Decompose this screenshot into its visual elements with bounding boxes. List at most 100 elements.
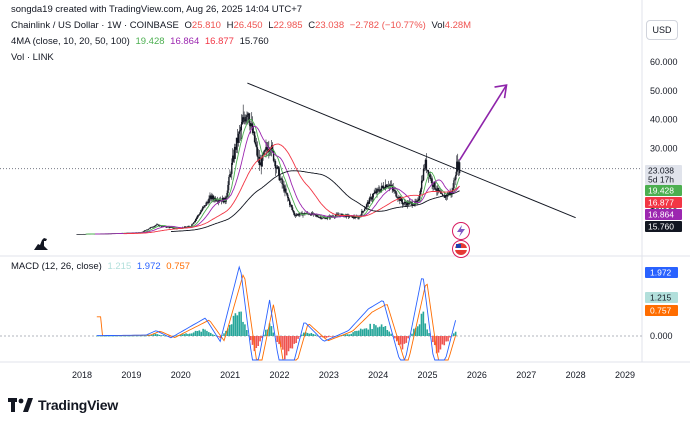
price-axis-badge-label: 19.428 [648,186,674,196]
price-candle [426,169,429,171]
symbol-title[interactable]: Chainlink / US Dollar · 1W · COINBASE [11,20,179,31]
price-candle [167,226,169,228]
price-candle [365,204,368,208]
macd-histogram-bar [373,323,375,336]
price-candle [279,178,281,181]
currency-button[interactable]: USD [646,20,678,40]
price-candle [416,201,418,203]
price-candle [395,191,397,197]
price-candle [271,145,274,151]
vol-indicator-label[interactable]: Vol · LINK [11,52,54,63]
price-candle [435,188,437,191]
macd-histogram-bar [276,336,278,342]
price-candle [420,189,422,195]
price-candle [215,200,218,202]
macd-histogram-bar [213,334,216,336]
price-candle [296,214,299,215]
macd-histogram-bar [228,324,231,336]
macd-line-badge [645,267,678,278]
price-candle [286,192,288,195]
macd-histogram-bar [452,333,455,336]
price-candle [337,214,339,215]
macd-histogram-bar [99,335,102,337]
macd-histogram-bar [120,335,123,337]
price-candle [201,208,204,211]
macd-histogram-bar [282,336,284,350]
price-candle [422,168,425,181]
time-tick-label: 2019 [121,370,141,380]
price-candle [162,225,165,227]
macd-histogram-bar [147,335,149,336]
macd-histogram-bar [189,333,191,336]
macd-histogram-bar [361,329,364,336]
price-candle [277,166,280,170]
macd-histogram-bar [405,336,408,343]
macd-histogram-bar [103,335,106,337]
price-candle [166,226,168,228]
macd-histogram-bar [270,326,273,336]
us-flag-event-icon[interactable] [452,240,470,258]
price-axis-badge [645,209,682,220]
macd-histogram-bar [245,330,248,336]
macd-indicator-label: MACD (12, 26, close) [11,261,102,272]
price-candle [226,192,228,198]
macd-histogram-bar [137,335,140,337]
event-lightning-icon[interactable] [452,222,470,240]
price-candle [232,155,234,163]
price-candle [289,204,292,206]
price-candle [184,226,186,228]
macd-histogram-bar [380,324,383,336]
macd-histogram-bar [168,336,170,337]
price-candle [439,191,442,194]
price-candle [382,186,385,189]
macd-histogram-bar [350,333,353,336]
price-candle [80,234,82,235]
price-candle [421,180,424,181]
macd-histogram-bar [428,333,430,336]
time-tick-label: 2020 [171,370,191,380]
price-candle [400,198,402,201]
price-candle [387,185,390,187]
price-candle [288,198,290,201]
price-candle [407,201,410,205]
macd-signal-badge [645,305,678,316]
price-candle [417,200,419,202]
macd-histogram-bar [97,335,100,337]
price-candle [438,187,440,192]
price-candle [265,147,267,150]
ma-legend[interactable]: 4MA (close, 10, 20, 50, 100) 19.428 16.8… [11,36,272,47]
price-candle [203,205,205,207]
macd-histogram-bar [377,327,379,336]
time-tick-label: 2028 [566,370,586,380]
tradingview-logo[interactable]: TradingView [8,397,118,415]
macd-histogram-bar [358,330,360,336]
price-candle [217,200,220,202]
macd-histogram-bar [116,335,119,337]
macd-line-badge-label: 1.972 [650,268,672,278]
price-candle [231,162,233,174]
price-candle [292,210,295,213]
price-candle [235,137,238,150]
price-candle [77,234,79,235]
macd-histogram-bar [342,335,345,336]
price-candle [228,177,230,185]
macd-histogram-bar [206,330,208,336]
price-candle [358,216,360,219]
price-candle [232,155,235,160]
price-candle [457,161,459,169]
price-candle [78,234,80,235]
macd-histogram-bar [283,336,286,360]
macd-histogram-bar [359,328,362,336]
macd-histogram-bar [209,332,212,336]
price-candle [250,123,252,127]
macd-histogram-bar [331,336,334,337]
price-candle [82,234,84,235]
price-candle [207,202,209,204]
price-candle [209,195,211,199]
price-candle [425,159,428,170]
price-candle [385,184,388,188]
ohlc-change: −2.782 (−10.77%) [349,20,426,31]
macd-legend[interactable]: MACD (12, 26, close) 1.215 1.972 0.757 [11,261,193,272]
